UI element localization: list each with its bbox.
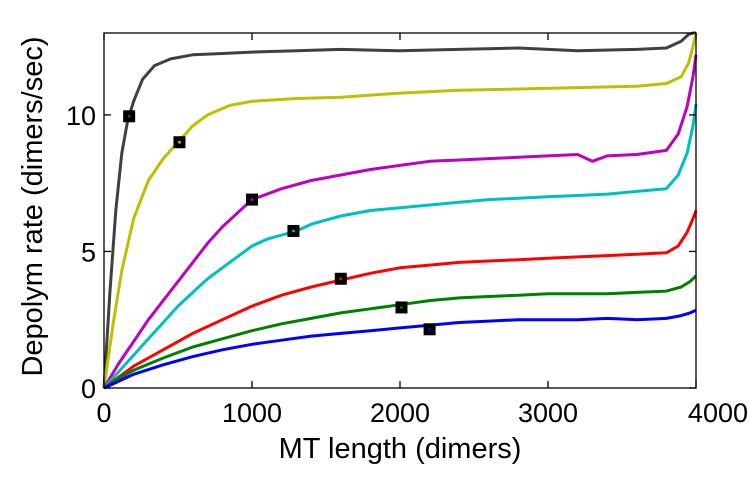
y-axis-label: Depolym rate (dimers/sec) <box>17 36 49 376</box>
series-line-yellow <box>102 32 698 389</box>
series-marker-dot-green <box>400 306 403 309</box>
x-tick-label-3000: 3000 <box>518 398 578 428</box>
series-marker-dot-cyan <box>292 229 295 233</box>
series-line-green <box>103 274 698 390</box>
x-tick-label-4000: 4000 <box>688 398 748 428</box>
plot-lines <box>102 31 698 390</box>
series-line-blue <box>103 308 697 390</box>
y-tick-label-10: 10 <box>66 101 96 131</box>
series-line-magenta <box>102 54 698 389</box>
series-marker-dot-yellow <box>178 140 181 144</box>
y-axis-ticks: 0 5 10 <box>66 101 696 404</box>
series-line-cyan <box>102 103 698 390</box>
series-marker-dot-magenta <box>250 198 254 201</box>
y-tick-label-5: 5 <box>81 237 96 267</box>
x-tick-label-0: 0 <box>96 398 111 428</box>
x-tick-label-1000: 1000 <box>222 398 282 428</box>
series-marker-dot-red <box>339 277 343 281</box>
series-line-red <box>103 209 698 390</box>
series-marker-dot-blue <box>428 327 431 331</box>
y-tick-label-0: 0 <box>81 374 96 404</box>
x-tick-label-2000: 2000 <box>370 398 430 428</box>
x-axis-ticks: 0 1000 2000 3000 4000 <box>96 33 748 428</box>
plot-markers <box>123 110 436 336</box>
series-line-dark-gray <box>102 31 696 389</box>
series-marker-dot-dark-gray <box>127 114 131 118</box>
x-axis-label: MT length (dimers) <box>279 433 522 465</box>
